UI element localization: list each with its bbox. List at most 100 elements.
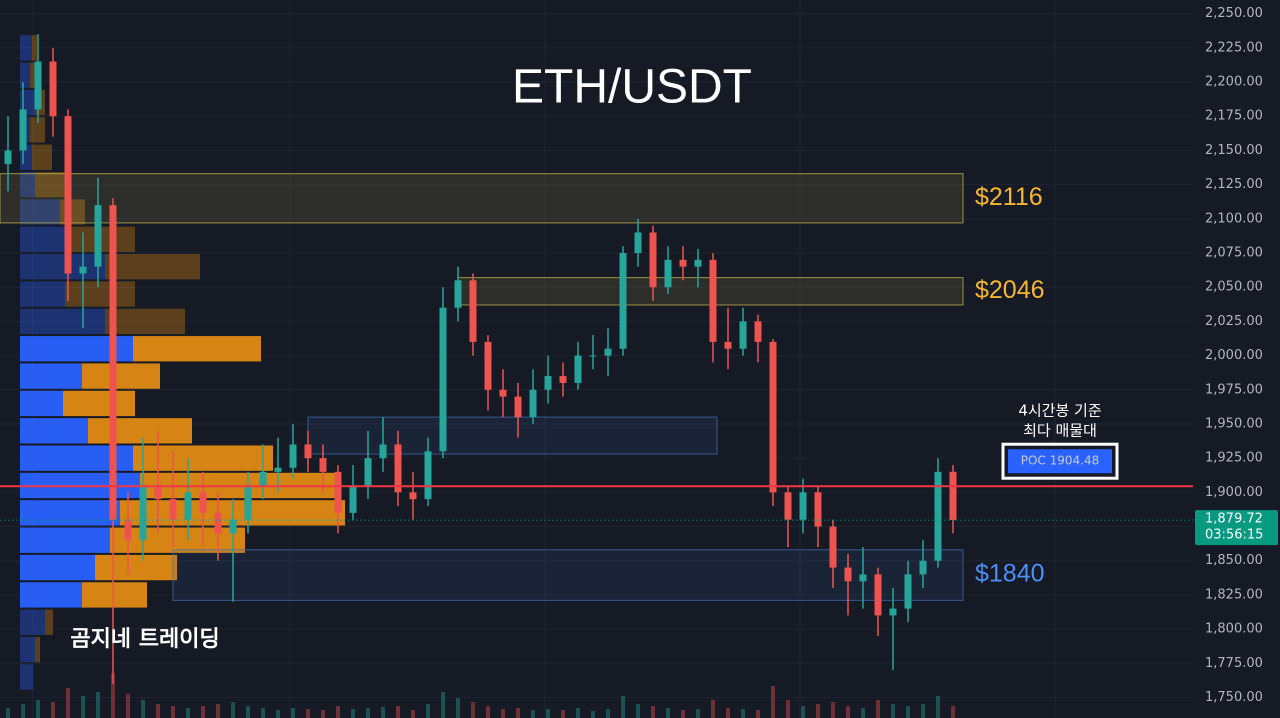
candle-body (214, 512, 222, 534)
volume-bar (666, 708, 670, 718)
candle-body (334, 471, 342, 513)
candle-body (259, 471, 267, 486)
y-tick-label: 2,100.00 (1205, 211, 1263, 226)
volume-bar (21, 704, 25, 718)
volume-bar (906, 706, 910, 718)
profile-sell (32, 35, 37, 61)
profile-buy (20, 636, 35, 663)
candle-body (844, 567, 852, 582)
candle-body (49, 61, 57, 117)
candle-body (364, 458, 372, 486)
profile-sell (105, 308, 185, 335)
volume-bar (636, 704, 640, 718)
grid (0, 0, 1193, 718)
poc-box (1008, 449, 1112, 474)
volume-bar (816, 704, 820, 718)
volume-bar (36, 700, 40, 718)
candle-body (694, 259, 702, 267)
profile-sell (30, 117, 45, 143)
profile-buy (20, 664, 33, 690)
profile-sell (82, 582, 147, 608)
volume-bar (396, 706, 400, 718)
watermark: 곰지네 트레이딩 (70, 627, 219, 652)
candle-body (574, 355, 582, 383)
candle-body (874, 574, 882, 616)
profile-sell (35, 171, 70, 198)
volume-bar (501, 709, 505, 718)
candle-body (544, 376, 552, 390)
volume-bar (801, 706, 805, 718)
candle-body (754, 321, 762, 342)
candle-body (34, 61, 42, 110)
volume-bar (156, 704, 160, 718)
volume-bar (351, 709, 355, 718)
y-tick-label: 2,175.00 (1205, 109, 1263, 124)
candle-body (619, 253, 627, 349)
profile-buy (20, 418, 88, 444)
volume-bar (951, 706, 955, 718)
profile-buy (20, 171, 35, 198)
volume-bar (561, 710, 565, 718)
volume-bar (336, 706, 340, 718)
candle-body (139, 485, 147, 541)
profile-sell (110, 527, 245, 553)
volume-bar (96, 692, 100, 718)
volume-bar (621, 696, 625, 718)
profile-sell (70, 226, 135, 253)
chart-title: ETH/USDT (512, 61, 752, 114)
profile-sell (35, 636, 40, 663)
volume-bar (546, 709, 550, 718)
profile-buy (20, 554, 95, 581)
volume-bar (936, 696, 940, 718)
candle-body (349, 485, 357, 513)
candle-body (304, 444, 312, 459)
profile-buy (20, 582, 82, 608)
volume-bar (171, 706, 175, 718)
candle-body (229, 519, 237, 534)
candle-body (724, 341, 732, 349)
volume-bar (681, 710, 685, 718)
volume-bar (261, 708, 265, 718)
candle-body (289, 444, 297, 468)
candle-body (409, 492, 417, 500)
candle-body (784, 492, 792, 520)
profile-buy (20, 62, 30, 88)
volume-bar (141, 700, 145, 718)
volume-bar (921, 704, 925, 718)
volume-bar (786, 700, 790, 718)
zone (307, 416, 718, 455)
volume-bar (531, 710, 535, 718)
volume-bar (741, 709, 745, 718)
y-tick-label: 1,850.00 (1205, 553, 1263, 568)
y-tick-label: 2,225.00 (1205, 40, 1263, 55)
profile-buy (20, 363, 82, 389)
candle-body (439, 307, 447, 452)
candle-body (559, 376, 567, 383)
candle-body (154, 485, 162, 500)
y-tick-label: 2,125.00 (1205, 177, 1263, 192)
volume-bar (726, 708, 730, 718)
candle-body (4, 150, 12, 165)
price-axis: 1,750.00 1,775.00 1,800.00 1,825.00 1,850.00… (1193, 0, 1280, 718)
y-tick-label: 1,975.00 (1205, 382, 1263, 397)
candle-body (529, 389, 537, 418)
volume-bar (246, 706, 250, 718)
candle-body (424, 451, 432, 500)
volume-bar (201, 706, 205, 718)
profile-sell (32, 144, 52, 170)
candle-body (739, 321, 747, 349)
last-price-box (1195, 510, 1278, 546)
profile-sell (60, 199, 85, 225)
volume-bar (846, 706, 850, 718)
candle-body (274, 467, 282, 472)
candle-body (919, 560, 927, 575)
y-tick-label: 1,900.00 (1205, 485, 1263, 500)
candle-body (454, 280, 462, 308)
profile-buy (20, 500, 120, 526)
profile-buy (20, 281, 65, 307)
volume-bar (651, 706, 655, 718)
volume-bar (456, 698, 460, 718)
volume-bar (771, 686, 775, 718)
volume-bar (831, 702, 835, 718)
